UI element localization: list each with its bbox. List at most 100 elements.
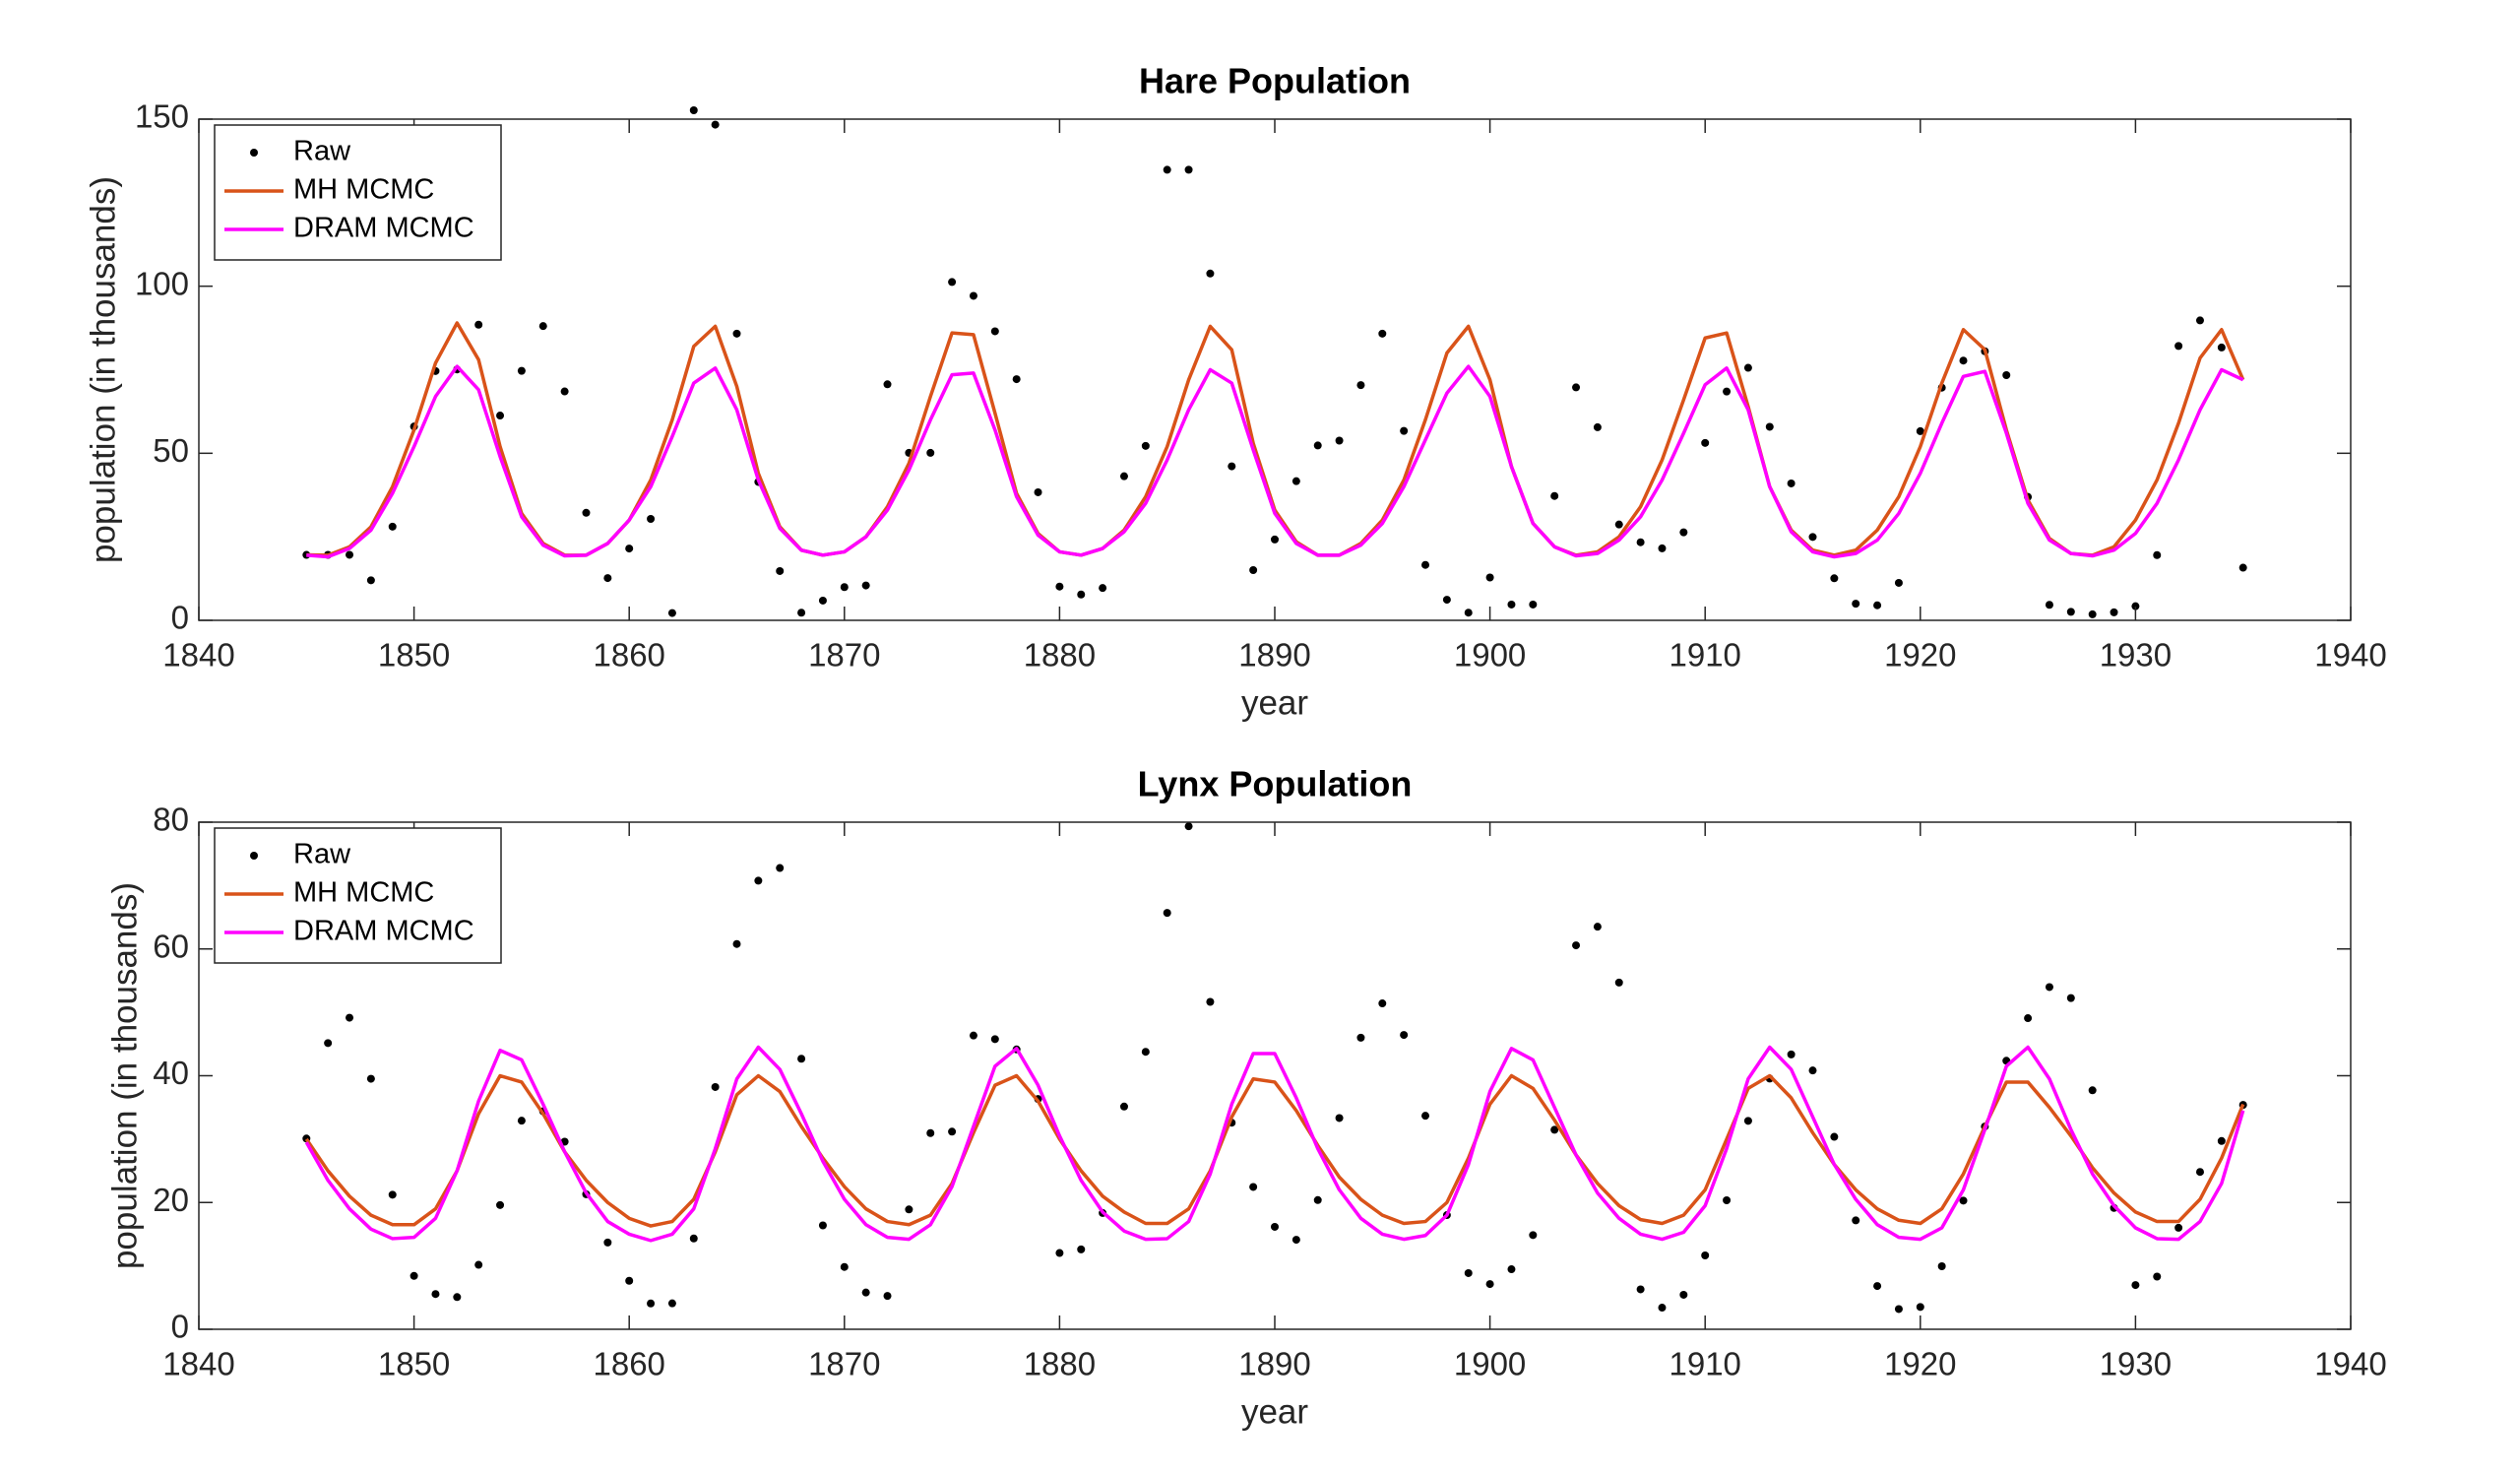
x-axis-label: year bbox=[1241, 683, 1308, 722]
data-point bbox=[1485, 1280, 1494, 1289]
data-point bbox=[1959, 1196, 1968, 1205]
x-tick-label: 1920 bbox=[1884, 637, 1956, 673]
x-tick-label: 1920 bbox=[1884, 1346, 1956, 1382]
y-tick-label: 50 bbox=[153, 432, 189, 469]
data-point bbox=[2045, 983, 2053, 992]
legend-label: DRAM MCMC bbox=[293, 916, 474, 947]
data-point bbox=[2174, 342, 2183, 351]
x-tick-label: 1940 bbox=[2314, 1346, 2386, 1382]
data-point bbox=[1077, 590, 1086, 599]
data-point bbox=[1378, 999, 1387, 1008]
x-tick-label: 1870 bbox=[808, 637, 880, 673]
data-point bbox=[1765, 422, 1774, 431]
data-point bbox=[2066, 608, 2075, 616]
x-tick-label: 1840 bbox=[162, 637, 234, 673]
data-point bbox=[818, 1221, 827, 1230]
data-point bbox=[538, 322, 547, 331]
y-axis-label: population (in thousands) bbox=[84, 176, 122, 563]
data-point bbox=[1787, 1050, 1796, 1058]
x-tick-label: 1860 bbox=[593, 1346, 664, 1382]
data-point bbox=[2131, 1281, 2140, 1290]
data-point bbox=[346, 550, 354, 559]
x-tick-label: 1930 bbox=[2100, 1346, 2172, 1382]
data-point bbox=[1421, 1112, 1430, 1121]
data-point bbox=[732, 939, 741, 948]
data-point bbox=[1529, 600, 1538, 609]
plot-content bbox=[302, 822, 2247, 1314]
data-point bbox=[1184, 165, 1193, 174]
data-point bbox=[1614, 978, 1623, 987]
data-point bbox=[1464, 609, 1473, 617]
data-point bbox=[1614, 520, 1623, 529]
data-point bbox=[689, 1234, 698, 1243]
data-point bbox=[1894, 578, 1903, 587]
x-tick-label: 1910 bbox=[1669, 637, 1740, 673]
legend-marker bbox=[250, 852, 258, 860]
data-point bbox=[1743, 1117, 1752, 1125]
data-point bbox=[1228, 462, 1236, 471]
x-tick-label: 1890 bbox=[1238, 1346, 1310, 1382]
x-tick-label: 1840 bbox=[162, 1346, 234, 1382]
y-tick-label: 0 bbox=[171, 1309, 189, 1345]
data-point bbox=[711, 120, 720, 129]
data-point bbox=[1679, 1290, 1688, 1299]
data-point bbox=[1206, 997, 1215, 1006]
x-tick-label: 1880 bbox=[1024, 1346, 1096, 1382]
y-tick-label: 80 bbox=[153, 802, 189, 838]
x-tick-label: 1860 bbox=[593, 637, 664, 673]
data-point bbox=[1916, 1303, 1924, 1312]
data-point bbox=[1937, 1262, 1946, 1271]
data-point bbox=[2024, 1014, 2033, 1023]
x-tick-label: 1940 bbox=[2314, 637, 2386, 673]
data-point bbox=[1808, 533, 1817, 542]
data-point bbox=[1485, 573, 1494, 582]
data-point bbox=[1808, 1066, 1817, 1075]
data-point bbox=[883, 1292, 892, 1301]
data-point bbox=[474, 320, 483, 329]
series-line bbox=[304, 1045, 2245, 1243]
x-tick-label: 1880 bbox=[1024, 637, 1096, 673]
data-point bbox=[1572, 383, 1581, 392]
data-point bbox=[1830, 574, 1839, 583]
x-tick-label: 1900 bbox=[1454, 637, 1526, 673]
data-point bbox=[818, 596, 827, 605]
x-tick-label: 1850 bbox=[378, 637, 450, 673]
data-point bbox=[1529, 1231, 1538, 1240]
data-point bbox=[1679, 528, 1688, 537]
plot-area bbox=[199, 822, 2351, 1329]
data-point bbox=[2195, 1168, 2204, 1177]
data-point bbox=[1034, 487, 1042, 496]
data-point bbox=[2217, 1136, 2226, 1145]
data-point bbox=[1055, 1249, 1064, 1257]
data-point bbox=[625, 1276, 634, 1285]
data-point bbox=[2153, 550, 2162, 559]
data-point bbox=[1507, 600, 1516, 609]
data-point bbox=[582, 508, 591, 517]
data-point bbox=[1163, 909, 1171, 918]
legend-label: Raw bbox=[293, 136, 351, 167]
data-point bbox=[990, 327, 999, 336]
x-tick-label: 1870 bbox=[808, 1346, 880, 1382]
plot-content bbox=[302, 106, 2247, 618]
data-point bbox=[2217, 343, 2226, 352]
data-point bbox=[2002, 370, 2011, 379]
chart-title: Hare Population bbox=[1139, 61, 1411, 101]
data-point bbox=[1658, 1304, 1667, 1313]
data-point bbox=[1701, 1251, 1710, 1260]
y-tick-label: 100 bbox=[135, 265, 189, 301]
data-point bbox=[603, 574, 612, 583]
data-point bbox=[647, 1299, 656, 1308]
data-point bbox=[948, 278, 957, 287]
data-point bbox=[1593, 923, 1602, 931]
data-point bbox=[797, 609, 806, 617]
data-point bbox=[1894, 1305, 1903, 1314]
data-point bbox=[1012, 375, 1021, 384]
data-point bbox=[667, 609, 676, 617]
data-point bbox=[388, 522, 397, 531]
data-point bbox=[1873, 1282, 1882, 1291]
data-point bbox=[776, 566, 785, 575]
data-point bbox=[517, 1117, 526, 1125]
y-tick-label: 60 bbox=[153, 928, 189, 964]
data-point bbox=[732, 329, 741, 338]
data-point bbox=[388, 1190, 397, 1199]
